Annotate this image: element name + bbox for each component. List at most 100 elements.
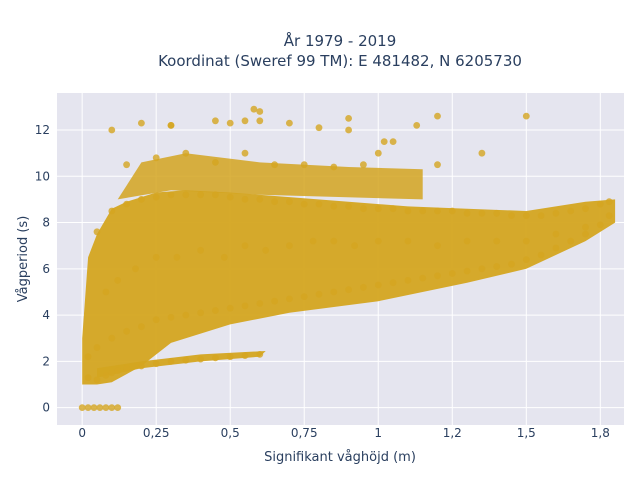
data-point <box>537 251 545 259</box>
data-point <box>522 212 530 220</box>
data-point <box>138 119 145 127</box>
data-point <box>182 311 190 319</box>
data-point <box>138 323 145 331</box>
data-point <box>256 351 264 358</box>
data-point <box>108 126 116 134</box>
data-point <box>102 404 110 411</box>
data-point <box>374 237 382 245</box>
data-point <box>167 122 175 129</box>
data-point <box>132 265 139 273</box>
data-point <box>537 212 545 220</box>
data-point <box>96 404 104 411</box>
data-point <box>300 200 308 208</box>
data-point <box>271 198 278 206</box>
data-point <box>434 112 441 120</box>
data-point <box>463 267 471 275</box>
data-point <box>605 212 613 220</box>
data-point <box>582 230 589 238</box>
data-point <box>93 376 101 384</box>
data-point <box>567 237 575 245</box>
data-point <box>360 205 367 213</box>
data-point <box>493 237 501 245</box>
data-point <box>508 260 515 268</box>
data-point <box>167 191 175 199</box>
data-point <box>108 207 116 215</box>
data-point <box>434 161 441 169</box>
data-point <box>582 223 589 231</box>
data-point <box>434 242 441 250</box>
data-point <box>84 374 92 381</box>
data-point <box>226 353 234 361</box>
data-point <box>78 404 86 411</box>
y-tick-label: 0 <box>42 401 50 415</box>
data-point <box>389 279 397 287</box>
data-point <box>434 272 441 280</box>
data-point <box>404 237 412 245</box>
data-point <box>345 203 352 210</box>
x-tick-label: 0,5 <box>221 426 240 440</box>
data-point <box>404 277 412 284</box>
x-axis-title: Signifikant våghöjd (m) <box>264 450 416 465</box>
data-point <box>123 200 130 208</box>
data-point <box>286 119 293 127</box>
data-point <box>605 198 613 206</box>
data-point <box>596 200 604 208</box>
y-tick-label: 10 <box>35 169 50 183</box>
data-point <box>271 161 278 169</box>
data-point <box>152 253 160 261</box>
data-point <box>241 196 249 203</box>
data-point <box>226 119 234 127</box>
data-point <box>315 200 323 208</box>
data-point <box>226 193 234 201</box>
data-point <box>330 237 338 245</box>
data-point <box>413 122 421 129</box>
data-point <box>463 209 471 217</box>
data-point <box>351 242 358 250</box>
data-point <box>493 209 501 217</box>
data-point <box>582 205 589 213</box>
x-tick-label: 0 <box>78 426 86 440</box>
data-point <box>315 124 323 132</box>
data-point <box>84 353 92 361</box>
data-point <box>212 307 219 314</box>
data-point <box>108 404 116 411</box>
data-point <box>448 270 456 277</box>
data-point <box>271 297 278 305</box>
y-tick-label: 8 <box>42 216 50 230</box>
data-point <box>493 263 501 270</box>
data-point <box>241 117 249 125</box>
data-point <box>167 358 175 365</box>
chart-title: År 1979 - 2019 <box>284 31 397 50</box>
x-tick-label: 0,25 <box>143 426 170 440</box>
data-point <box>300 161 308 169</box>
data-points <box>78 105 613 411</box>
data-point <box>212 191 219 199</box>
data-point <box>596 221 604 229</box>
data-point <box>552 209 560 217</box>
x-tick-label: 1,2 <box>443 426 462 440</box>
data-point <box>552 244 560 252</box>
y-axis-title: Vågperiod (s) <box>16 216 31 303</box>
data-point <box>286 198 293 206</box>
data-point <box>360 283 367 291</box>
data-point <box>522 237 530 245</box>
data-point <box>330 288 338 296</box>
x-axis-ticks: 0 0,25 0,5 0,75 1 1,2 1,5 1,8 <box>78 426 610 440</box>
data-point <box>212 117 219 125</box>
data-point <box>315 290 323 298</box>
data-point <box>152 193 160 201</box>
y-tick-label: 2 <box>42 354 50 368</box>
data-point <box>478 265 486 273</box>
data-point <box>522 256 530 263</box>
data-point <box>93 344 101 351</box>
data-point <box>241 242 249 250</box>
data-point <box>220 253 228 261</box>
data-point <box>508 212 515 220</box>
data-point <box>102 371 110 379</box>
data-point <box>256 108 264 115</box>
data-point <box>241 352 249 359</box>
data-point <box>309 237 317 245</box>
data-point <box>197 355 205 363</box>
data-point <box>197 309 205 317</box>
